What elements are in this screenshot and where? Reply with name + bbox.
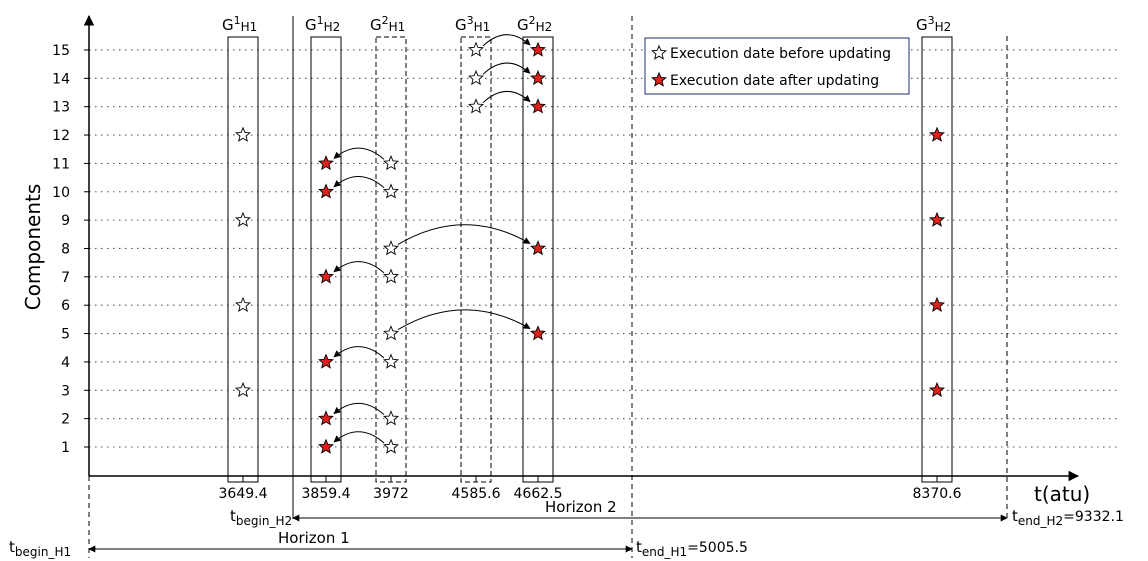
after-star xyxy=(530,69,546,86)
before-star xyxy=(235,381,251,398)
move-arrow xyxy=(482,62,531,75)
y-axis-title: Components xyxy=(21,184,45,311)
t-end-h2-label: tend_H2=9332.1 xyxy=(1012,507,1124,528)
before-star xyxy=(235,126,251,142)
after-star xyxy=(318,353,334,369)
y-tick-label: 2 xyxy=(61,412,70,428)
before-star xyxy=(383,353,399,369)
group-titles: G1H1 G1H2 G2H1 G3H1 G2H2 G3H2 xyxy=(222,14,951,34)
after-star xyxy=(530,98,546,114)
x-tick-label: 3972 xyxy=(373,486,409,502)
legend-label: Execution date after updating xyxy=(670,73,879,89)
before-star xyxy=(383,268,399,284)
y-tick-label: 14 xyxy=(52,71,70,87)
move-arrow xyxy=(333,147,385,160)
after-star xyxy=(929,211,945,227)
move-arrow xyxy=(482,34,531,47)
y-tick-label: 7 xyxy=(61,270,70,286)
move-arrow xyxy=(482,90,531,104)
y-tick-label: 5 xyxy=(61,327,70,343)
move-arrow xyxy=(333,431,385,444)
legend-items: Execution date before updating Execution … xyxy=(651,44,891,89)
y-tick-label: 1 xyxy=(61,440,70,456)
after-star xyxy=(530,325,546,341)
x-axis-title: t(atu) xyxy=(1034,482,1090,506)
move-arrow xyxy=(333,261,385,274)
group-box-g3-h2 xyxy=(921,36,953,483)
group-title: G2H1 xyxy=(370,14,405,34)
after-star xyxy=(929,126,945,142)
before-star xyxy=(383,438,399,454)
after-star xyxy=(318,183,334,199)
before-star xyxy=(235,211,251,227)
t-end-h1-label: tend_H1=5005.5 xyxy=(636,538,748,559)
legend-red-star-icon xyxy=(651,71,667,87)
x-tick-label: 8370.6 xyxy=(913,486,962,502)
legend-white-star-icon xyxy=(651,44,667,60)
after-star xyxy=(318,438,334,454)
before-star xyxy=(383,325,399,341)
after-star xyxy=(318,268,334,284)
group-title: G3H2 xyxy=(916,14,951,34)
before-star xyxy=(383,183,399,199)
x-tick-label: 3649.4 xyxy=(219,486,268,502)
before-star xyxy=(383,410,399,426)
before-star xyxy=(468,41,484,57)
t-begin-h2-label: tbegin_H2 xyxy=(230,507,292,528)
group-title: G2H2 xyxy=(517,14,552,34)
execution-stars xyxy=(235,41,945,454)
before-star xyxy=(468,69,484,86)
after-star xyxy=(530,240,546,256)
move-arrows xyxy=(333,34,531,444)
after-star xyxy=(318,410,334,426)
y-tick-label: 10 xyxy=(52,185,70,201)
y-tick-label: 3 xyxy=(61,383,70,399)
legend-label: Execution date before updating xyxy=(670,46,891,62)
x-axis-ticks: 3649.4 3859.4 3972 4585.6 4662.5 8370.6 xyxy=(219,476,962,502)
move-arrow xyxy=(397,309,531,330)
legend-box xyxy=(644,37,910,95)
y-tick-label: 13 xyxy=(52,100,70,116)
move-arrow xyxy=(333,346,385,359)
group-boxes xyxy=(227,36,953,483)
after-star xyxy=(929,381,945,398)
horizon-2-label: Horizon 2 xyxy=(545,498,617,516)
x-tick-label: 4585.6 xyxy=(452,486,501,502)
group-box-g1-h1 xyxy=(227,36,259,483)
y-tick-label: 11 xyxy=(52,156,70,172)
grid-lines xyxy=(89,49,1120,448)
y-tick-label: 9 xyxy=(61,213,70,229)
group-title: G3H1 xyxy=(455,14,490,34)
y-tick-label: 6 xyxy=(61,298,70,314)
group-title: G1H1 xyxy=(222,14,257,34)
move-arrow xyxy=(333,176,385,189)
x-tick-label: 4662.5 xyxy=(514,486,563,502)
group-title: G1H2 xyxy=(305,14,340,34)
before-star xyxy=(383,240,399,256)
after-star xyxy=(318,155,334,171)
before-star xyxy=(468,98,484,114)
y-tick-label: 4 xyxy=(61,355,70,371)
y-tick-label: 12 xyxy=(52,128,70,144)
before-star xyxy=(383,155,399,171)
move-arrow xyxy=(333,402,385,416)
before-star xyxy=(235,296,251,312)
horizon-1-label: Horizon 1 xyxy=(278,529,350,547)
move-arrow xyxy=(397,224,531,245)
legend: Execution date before updating Execution … xyxy=(644,37,910,95)
after-star xyxy=(530,41,546,57)
y-tick-label: 8 xyxy=(61,241,70,257)
after-star xyxy=(929,296,945,312)
y-tick-label: 15 xyxy=(52,43,70,59)
t-begin-h1-label: tbegin_H1 xyxy=(9,538,71,559)
x-tick-label: 3859.4 xyxy=(302,486,351,502)
